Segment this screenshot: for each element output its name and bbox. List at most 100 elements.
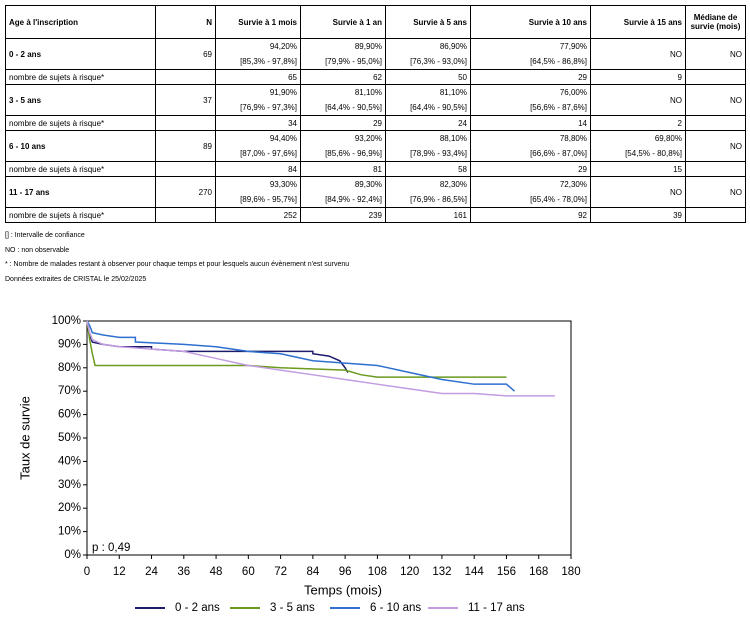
risk-label: nombre de sujets à risque* xyxy=(5,161,156,177)
x-tick-label: 84 xyxy=(306,566,319,578)
survival-cell: 93,30% [89,6% - 95,7%] xyxy=(215,176,301,208)
confidence-interval: [84,9% - 92,4%] xyxy=(325,195,382,204)
header-cell: N xyxy=(155,5,216,39)
n-cell: 69 xyxy=(155,38,216,70)
survival-value: 89,30% xyxy=(354,180,382,189)
x-tick-label: 12 xyxy=(113,566,126,578)
group-row: 11 - 17 ans 270 93,30% [89,6% - 95,7%] 89,30… xyxy=(5,176,746,208)
x-tick-label: 36 xyxy=(177,566,190,578)
survival-value: 93,20% xyxy=(354,134,382,143)
risk-count: 9 xyxy=(590,69,686,85)
survival-value: 88,10% xyxy=(439,134,467,143)
survival-cell: 81,10% [64,4% - 90,5%] xyxy=(300,84,386,116)
risk-count: 29 xyxy=(470,161,591,177)
survival-value: 76,00% xyxy=(559,88,587,97)
survival-value: 93,30% xyxy=(269,180,297,189)
confidence-interval: [56,6% - 87,6%] xyxy=(530,103,587,112)
confidence-interval: [87,0% - 97,6%] xyxy=(240,149,297,158)
y-tick-label: 70% xyxy=(58,385,81,397)
survival-cell: 89,30% [84,9% - 92,4%] xyxy=(300,176,386,208)
survival-curve xyxy=(86,320,507,378)
survival-table: Age à l'inscription N Survie à 1 mois Survi… xyxy=(5,5,746,223)
survival-cell: 78,80% [66,6% - 87,0%] xyxy=(470,130,591,162)
risk-label: nombre de sujets à risque* xyxy=(5,115,156,131)
header-cell: Survie à 5 ans xyxy=(385,5,471,39)
note: NO : non observable xyxy=(5,246,70,254)
notes: [] : Intervalle de confiance NO : non obs… xyxy=(5,232,349,290)
legend-label: 6 - 10 ans xyxy=(370,602,421,614)
x-tick-label: 156 xyxy=(497,566,516,578)
y-tick-label: 60% xyxy=(58,409,81,421)
risk-row: nombre de sujets à risque* 34 29 24 14 2 xyxy=(5,115,746,131)
legend-label: 3 - 5 ans xyxy=(270,602,315,614)
y-tick-label: 100% xyxy=(52,315,81,327)
survival-value: 69,80% xyxy=(654,134,682,143)
x-tick-label: 72 xyxy=(274,566,287,578)
risk-count: 50 xyxy=(385,69,471,85)
x-tick-label: 132 xyxy=(432,566,451,578)
survival-value: 72,30% xyxy=(559,180,587,189)
survival-value: 94,20% xyxy=(269,42,297,51)
risk-row: nombre de sujets à risque* 84 81 58 29 15 xyxy=(5,161,746,177)
survival-curve xyxy=(86,320,516,392)
risk-count: 239 xyxy=(300,207,386,223)
risk-count: 39 xyxy=(590,207,686,223)
confidence-interval: [66,6% - 87,0%] xyxy=(530,149,587,158)
y-tick-label: 80% xyxy=(58,362,81,374)
survival-value: 81,10% xyxy=(439,88,467,97)
header-cell: Médiane de survie (mois) xyxy=(685,5,746,39)
chart: Temps (mois) Taux de survie p : 0,49 0% 1… xyxy=(17,315,580,614)
confidence-interval: [64,4% - 90,5%] xyxy=(325,103,382,112)
y-tick-label: 30% xyxy=(58,479,81,491)
median-cell: NO xyxy=(685,130,746,162)
x-tick-label: 108 xyxy=(368,566,387,578)
confidence-interval: [64,4% - 90,5%] xyxy=(410,103,467,112)
risk-count: 58 xyxy=(385,161,471,177)
header-cell: Survie à 10 ans xyxy=(470,5,591,39)
risk-count: 84 xyxy=(215,161,301,177)
confidence-interval: [76,9% - 86,5%] xyxy=(410,195,467,204)
risk-count: 15 xyxy=(590,161,686,177)
x-tick-label: 24 xyxy=(145,566,158,578)
confidence-interval: [76,3% - 93,0%] xyxy=(410,57,467,66)
survival-cell: 72,30% [65,4% - 78,0%] xyxy=(470,176,591,208)
survival-cell: 94,20% [85,3% - 97,8%] xyxy=(215,38,301,70)
n-cell: 89 xyxy=(155,130,216,162)
x-tick-label: 60 xyxy=(242,566,255,578)
header-cell: Survie à 1 an xyxy=(300,5,386,39)
group-label: 6 - 10 ans xyxy=(5,130,156,162)
confidence-interval: [85,6% - 96,9%] xyxy=(325,149,382,158)
survival-cell: NO xyxy=(590,38,686,70)
group-row: 6 - 10 ans 89 94,40% [87,0% - 97,6%] 93,20% [… xyxy=(5,130,746,162)
y-tick-label: 0% xyxy=(64,549,81,561)
confidence-interval: [89,6% - 95,7%] xyxy=(240,195,297,204)
n-cell: 37 xyxy=(155,84,216,116)
survival-cell: 77,90% [64,5% - 86,8%] xyxy=(470,38,591,70)
median-cell: NO xyxy=(685,84,746,116)
empty-cell xyxy=(685,207,746,223)
y-tick-label: 90% xyxy=(58,338,81,350)
legend-label: 11 - 17 ans xyxy=(468,602,525,614)
empty-cell xyxy=(155,161,216,177)
risk-count: 62 xyxy=(300,69,386,85)
header-cell: Survie à 15 ans xyxy=(590,5,686,39)
survival-value: 82,30% xyxy=(439,180,467,189)
survival-value: 91,90% xyxy=(269,88,297,97)
y-tick-label: 10% xyxy=(58,526,81,538)
header-cell: Age à l'inscription xyxy=(5,5,156,39)
x-tick-label: 96 xyxy=(339,566,352,578)
x-tick-label: 48 xyxy=(210,566,223,578)
x-axis-label: Temps (mois) xyxy=(304,582,382,597)
risk-count: 65 xyxy=(215,69,301,85)
note: Données extraites de CRISTAL le 25/02/20… xyxy=(5,275,147,283)
confidence-interval: [78,9% - 93,4%] xyxy=(410,149,467,158)
survival-cell: 88,10% [78,9% - 93,4%] xyxy=(385,130,471,162)
risk-label: nombre de sujets à risque* xyxy=(5,69,156,85)
survival-cell: 69,80% [54,5% - 80,8%] xyxy=(590,130,686,162)
survival-curve xyxy=(86,320,555,397)
empty-cell xyxy=(685,115,746,131)
survival-value: 77,90% xyxy=(559,42,587,51)
n-cell: 270 xyxy=(155,176,216,208)
x-tick-label: 180 xyxy=(561,566,580,578)
